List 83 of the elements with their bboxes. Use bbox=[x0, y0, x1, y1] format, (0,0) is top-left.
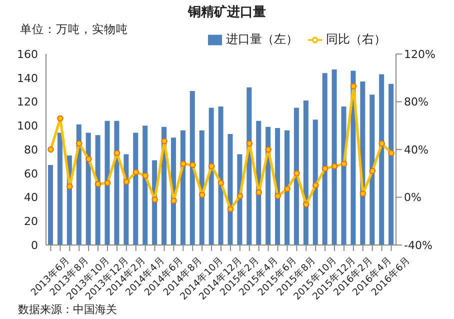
legend-label: 进口量（左） bbox=[226, 32, 298, 46]
y2-tick-label: 40% bbox=[404, 143, 428, 156]
bar bbox=[76, 124, 82, 245]
bar bbox=[208, 108, 214, 245]
point bbox=[57, 115, 64, 122]
y2-tick-label: -40% bbox=[404, 238, 432, 252]
point bbox=[132, 169, 139, 176]
point bbox=[312, 182, 319, 188]
point bbox=[66, 183, 73, 190]
bar bbox=[388, 84, 394, 245]
y2-tick-label: 80% bbox=[404, 96, 428, 109]
y-tick-label: 160 bbox=[17, 48, 38, 61]
bar bbox=[228, 134, 233, 245]
point bbox=[170, 198, 177, 204]
y2-tick-label: 0% bbox=[404, 191, 422, 204]
bar bbox=[124, 154, 129, 245]
point bbox=[104, 180, 111, 186]
chart-title: 铜精矿进口量 bbox=[186, 4, 267, 21]
point bbox=[94, 181, 102, 188]
bar bbox=[379, 74, 384, 245]
point bbox=[198, 192, 206, 198]
y-tick-label: 120 bbox=[17, 96, 38, 109]
point bbox=[360, 190, 366, 197]
source-note: 数据来源：中国海关 bbox=[18, 302, 117, 317]
point bbox=[218, 180, 224, 186]
bar bbox=[218, 106, 224, 245]
y-tick-label: 100 bbox=[17, 120, 38, 133]
bar bbox=[303, 100, 308, 245]
point bbox=[236, 192, 244, 200]
bar bbox=[114, 120, 120, 245]
y-tick-label: 140 bbox=[17, 72, 38, 85]
bar bbox=[142, 126, 148, 245]
point bbox=[322, 166, 328, 172]
point bbox=[388, 150, 394, 156]
bar bbox=[133, 132, 138, 245]
bar bbox=[190, 91, 195, 245]
point bbox=[152, 196, 158, 203]
bar bbox=[370, 94, 375, 245]
point bbox=[114, 150, 120, 156]
y-tick-label: 20 bbox=[24, 215, 38, 228]
bar bbox=[312, 120, 318, 245]
chart-subtitle: 单位：万吨，实物吨 bbox=[20, 22, 128, 37]
y-tick-label: 80 bbox=[24, 143, 38, 156]
y-tick-label: 0 bbox=[31, 238, 38, 252]
bar bbox=[95, 135, 100, 245]
point bbox=[142, 172, 148, 179]
point bbox=[378, 140, 385, 147]
point bbox=[85, 156, 92, 162]
y-tick-label: 60 bbox=[24, 167, 38, 180]
bar bbox=[48, 165, 53, 245]
point bbox=[190, 162, 196, 168]
point bbox=[350, 83, 357, 90]
legend-label: 同比（右） bbox=[326, 32, 386, 46]
point bbox=[123, 178, 130, 185]
bar bbox=[294, 108, 299, 245]
bar bbox=[199, 130, 204, 245]
bar bbox=[180, 130, 186, 245]
point bbox=[227, 206, 234, 212]
bar bbox=[332, 70, 337, 245]
bar bbox=[57, 132, 62, 245]
point bbox=[303, 201, 310, 208]
bar bbox=[284, 130, 290, 245]
point bbox=[340, 160, 348, 167]
point bbox=[274, 192, 281, 200]
point bbox=[208, 163, 215, 170]
bar bbox=[341, 106, 346, 245]
bar bbox=[322, 73, 328, 245]
point bbox=[256, 189, 262, 196]
bar bbox=[86, 132, 91, 245]
point bbox=[76, 140, 82, 147]
point bbox=[246, 140, 252, 147]
point bbox=[294, 170, 300, 176]
bar bbox=[104, 120, 110, 245]
point bbox=[48, 146, 54, 153]
y2-tick-label: 120% bbox=[404, 48, 436, 61]
point bbox=[284, 186, 290, 192]
y-tick-label: 40 bbox=[24, 191, 38, 204]
point bbox=[180, 160, 186, 167]
point bbox=[369, 168, 376, 174]
point bbox=[161, 138, 168, 144]
point bbox=[265, 146, 272, 153]
bar bbox=[275, 128, 280, 245]
point bbox=[331, 163, 338, 170]
